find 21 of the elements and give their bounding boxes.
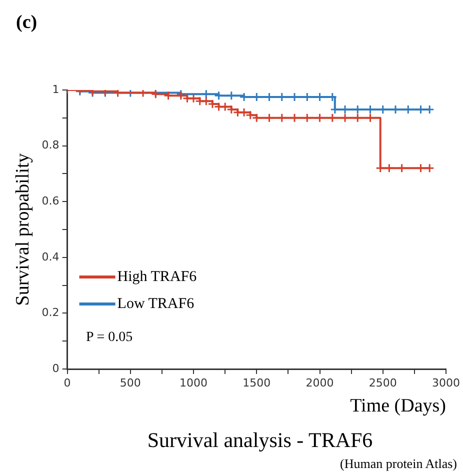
- y-tick-label: 0.8: [42, 138, 60, 152]
- legend-label: Low TRAF6: [117, 296, 195, 312]
- x-tick-label: 2000: [306, 376, 334, 390]
- annotation: P = 0.05: [86, 330, 133, 346]
- y-axis-title: Survival propability: [12, 152, 34, 306]
- x-tick-label: 3000: [432, 376, 460, 390]
- y-tick-label: 0: [52, 362, 60, 375]
- text: (Human protein Atlas): [340, 456, 457, 472]
- y-tick-label: 1: [52, 82, 60, 96]
- x-tick-label: 1000: [180, 376, 208, 390]
- x-tick-label: 0: [64, 376, 71, 390]
- x-tick-label: 1500: [242, 376, 271, 390]
- y-tick-label: 0.6: [42, 194, 60, 208]
- y-tick-label: 0.2: [42, 306, 60, 320]
- x-axis-title: Time (Days): [350, 396, 446, 417]
- legend-label: High TRAF6: [117, 268, 198, 285]
- text: Survival analysis - TRAF6: [146, 428, 374, 453]
- x-tick-label: 500: [120, 376, 141, 390]
- x-tick-label: 2500: [368, 376, 397, 390]
- text: (c): [16, 12, 38, 34]
- y-tick-label: 0.4: [42, 250, 60, 264]
